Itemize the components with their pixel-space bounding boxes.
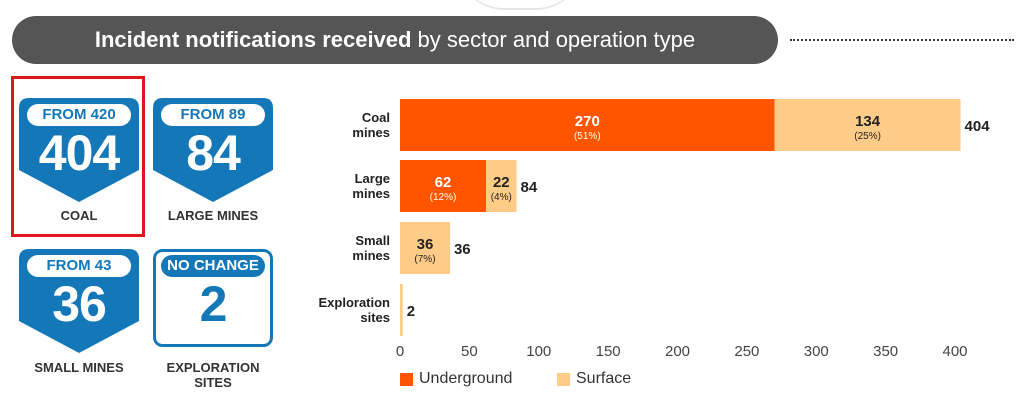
badge-from-label: FROM 43 — [27, 255, 131, 277]
category-label: Small — [355, 233, 390, 248]
bar-total-label: 404 — [965, 118, 991, 135]
bar-percent-label: (25%) — [854, 131, 881, 142]
category-label: mines — [352, 125, 390, 140]
badge-from-label: FROM 89 — [161, 104, 265, 126]
badge-from-label: NO CHANGE — [161, 255, 265, 277]
x-tick-label: 150 — [596, 343, 621, 360]
legend-surface-label: Surface — [576, 370, 632, 387]
x-tick-label: 250 — [734, 343, 759, 360]
legend-surface: Surface — [557, 370, 631, 388]
category-label: mines — [352, 186, 390, 201]
badge-caption: EXPLORATION SITES — [133, 360, 293, 390]
bar-surface-2 — [400, 222, 450, 274]
decorative-arc — [455, 0, 585, 10]
badge-value: 84 — [186, 125, 241, 181]
category-label: sites — [360, 310, 390, 325]
bar-percent-label: (12%) — [430, 192, 457, 203]
bar-total-label: 84 — [521, 179, 538, 196]
badge-caption-line: EXPLORATION — [166, 360, 260, 375]
bar-surface-3 — [400, 284, 403, 336]
x-tick-label: 400 — [942, 343, 967, 360]
bar-value-label: 62 — [435, 174, 452, 191]
title-bold: Incident notifications received — [94, 27, 412, 52]
badge-caption-line: SITES — [194, 375, 232, 390]
bar-value-label: 134 — [855, 113, 881, 130]
bar-percent-label: (7%) — [414, 254, 435, 265]
badge-value: 36 — [52, 276, 107, 332]
bar-total-label: 2 — [407, 303, 415, 320]
badge-caption: COAL — [0, 208, 159, 223]
badge-from-label: FROM 420 — [27, 104, 131, 126]
bar-value-label: 270 — [575, 113, 600, 130]
title-banner: Incident notifications received by secto… — [12, 16, 778, 64]
badge-value: 404 — [38, 125, 120, 181]
incident-bar-chart: Coalmines270(51%)134(25%)404Largemines62… — [318, 99, 991, 360]
badge-caption: LARGE MINES — [133, 208, 293, 223]
bar-value-label: 36 — [417, 236, 434, 253]
x-tick-label: 0 — [396, 343, 404, 360]
highlight-box — [11, 76, 145, 237]
category-label: Large — [355, 171, 390, 186]
title-rest: by sector and operation type — [417, 27, 696, 52]
badge-caption: SMALL MINES — [0, 360, 159, 375]
x-tick-label: 350 — [873, 343, 898, 360]
bar-percent-label: (4%) — [491, 192, 512, 203]
x-tick-label: 300 — [804, 343, 829, 360]
bar-percent-label: (51%) — [574, 131, 601, 142]
category-label: Exploration — [318, 295, 390, 310]
dotted-divider — [790, 39, 1014, 41]
category-label: mines — [352, 248, 390, 263]
badge-caption-line: COAL — [60, 208, 98, 223]
legend-underground-label: Underground — [419, 370, 513, 387]
legend-surface-swatch — [557, 372, 570, 386]
legend-underground: Underground — [400, 370, 512, 388]
badge-value: 2 — [199, 276, 228, 332]
bar-underground-0 — [400, 99, 775, 151]
category-label: Coal — [362, 110, 390, 125]
badge-caption-line: LARGE MINES — [167, 208, 259, 223]
x-tick-label: 200 — [665, 343, 690, 360]
x-tick-label: 50 — [461, 343, 478, 360]
bar-value-label: 22 — [493, 174, 510, 191]
bar-underground-1 — [400, 160, 487, 212]
x-tick-label: 100 — [526, 343, 551, 360]
bar-surface-1 — [486, 160, 517, 212]
legend-underground-swatch — [400, 372, 413, 386]
bar-total-label: 36 — [454, 241, 471, 258]
badge-caption-line: SMALL MINES — [34, 360, 124, 375]
bar-surface-0 — [774, 99, 961, 151]
